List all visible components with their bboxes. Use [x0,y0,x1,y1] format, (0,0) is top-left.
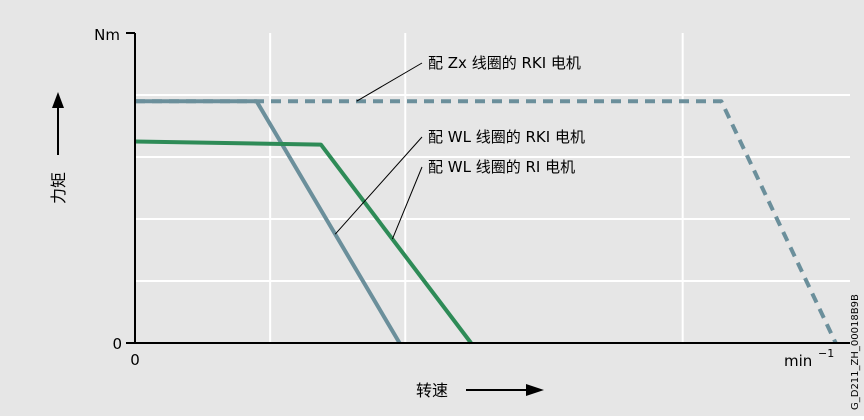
series-layer [134,99,838,345]
series-line-zx-rki [135,99,838,344]
plot-area [135,33,850,343]
annotation-leaders [334,62,423,240]
grid [135,33,850,343]
x-unit-label: min [784,352,812,370]
y-unit-label: Nm [94,26,120,44]
y-axis-title: 力矩 [49,172,68,204]
annotation-wl-rki: 配 WL 线圈的 RKI 电机 [428,128,585,146]
series-line-wl-ri [134,139,473,345]
annotation-leader-line [391,166,423,240]
annotation-zx-rki: 配 Zx 线圈的 RKI 电机 [428,54,581,72]
annotation-wl-ri: 配 WL 线圈的 RI 电机 [428,158,575,176]
series-line-wl-rki [135,99,402,345]
x-tick-zero: 0 [130,351,140,369]
x-unit-exponent: −1 [818,347,834,360]
figure-code: G_D211_ZH_00018B9B [850,294,861,410]
y-tick-zero: 0 [112,335,122,353]
x-axis-title: 转速 [416,381,448,400]
annotation-leader-line [334,136,423,235]
x-axis-arrow-head [526,384,544,396]
y-axis-arrow-head [52,92,64,108]
annotation-leader-line [356,62,423,102]
